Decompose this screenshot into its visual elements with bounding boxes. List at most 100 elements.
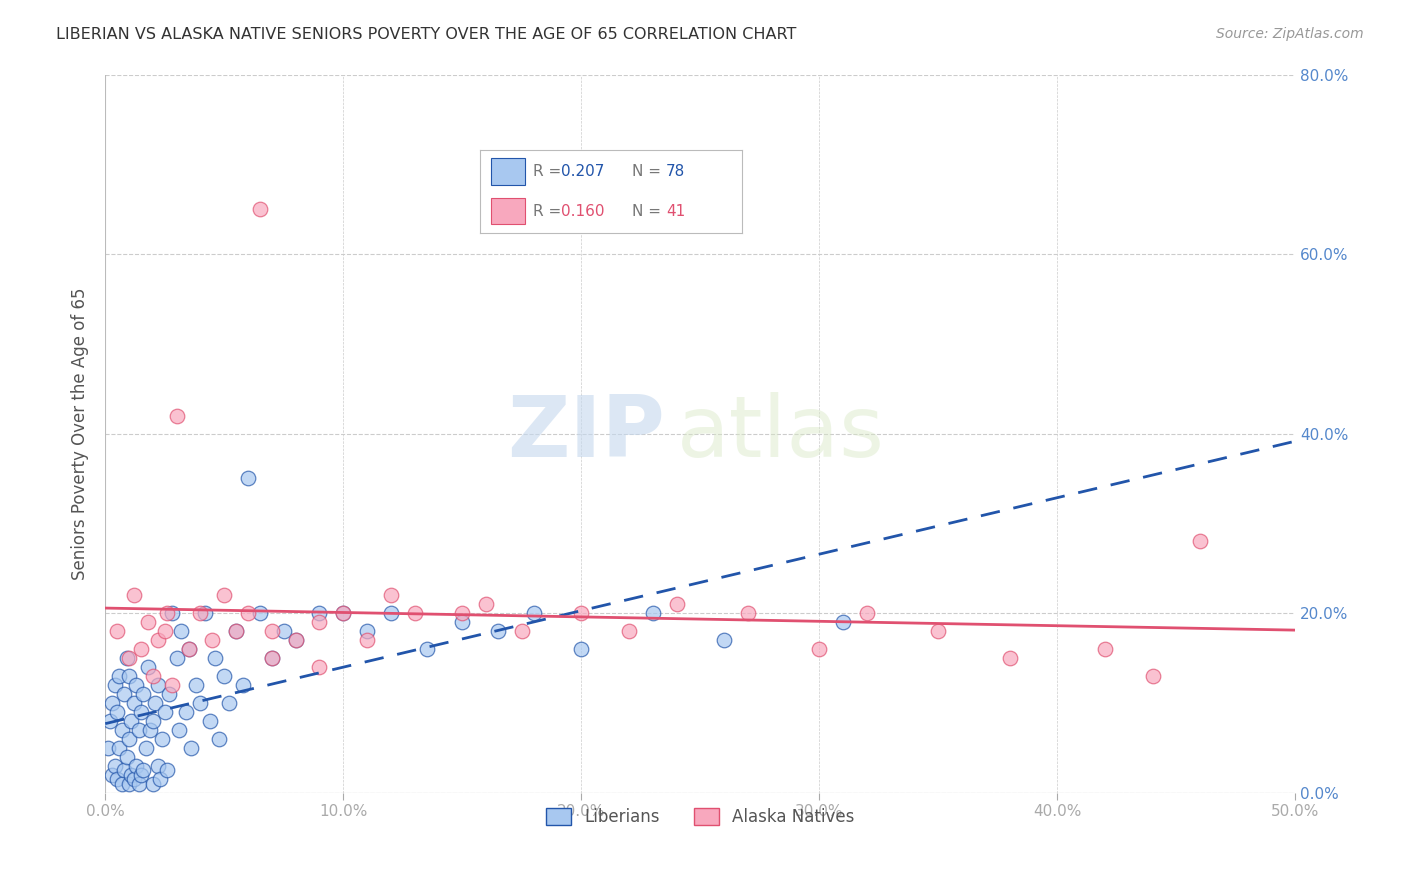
Point xyxy=(204,651,226,665)
Point xyxy=(832,615,855,629)
Point xyxy=(108,669,131,683)
Point xyxy=(475,597,498,611)
Point xyxy=(665,597,688,611)
Point xyxy=(98,714,121,728)
Point xyxy=(177,642,200,657)
Point xyxy=(153,624,176,638)
Point xyxy=(308,660,330,674)
Point xyxy=(451,606,474,620)
Point xyxy=(139,723,162,737)
Point xyxy=(232,678,254,692)
Point xyxy=(927,624,949,638)
Point xyxy=(523,606,546,620)
Point xyxy=(115,651,138,665)
Point xyxy=(108,740,131,755)
Point xyxy=(146,678,169,692)
Point xyxy=(142,777,165,791)
Point xyxy=(101,767,124,781)
Point xyxy=(122,696,145,710)
Point xyxy=(101,696,124,710)
Point xyxy=(308,615,330,629)
Point xyxy=(129,642,152,657)
Point xyxy=(166,651,188,665)
Point xyxy=(212,588,235,602)
Point xyxy=(118,669,141,683)
Point xyxy=(236,471,259,485)
Point xyxy=(111,777,134,791)
Point xyxy=(104,758,127,772)
Point xyxy=(160,606,183,620)
Point xyxy=(125,758,148,772)
Point xyxy=(486,624,509,638)
Point xyxy=(132,687,155,701)
Point xyxy=(225,624,247,638)
Point xyxy=(190,696,212,710)
Point xyxy=(184,678,207,692)
Point xyxy=(260,651,283,665)
Point xyxy=(156,606,179,620)
Point xyxy=(1142,669,1164,683)
Point xyxy=(135,740,157,755)
Point xyxy=(208,731,231,746)
Point xyxy=(118,651,141,665)
Point xyxy=(143,696,166,710)
Point xyxy=(97,740,120,755)
Text: Source: ZipAtlas.com: Source: ZipAtlas.com xyxy=(1216,27,1364,41)
Point xyxy=(122,588,145,602)
Point xyxy=(146,633,169,648)
Point xyxy=(112,687,135,701)
Point xyxy=(1189,534,1212,549)
Point xyxy=(510,624,533,638)
Point xyxy=(737,606,759,620)
Point xyxy=(236,606,259,620)
Point xyxy=(111,723,134,737)
Point xyxy=(273,624,295,638)
Point xyxy=(153,705,176,719)
Legend: Liberians, Alaska Natives: Liberians, Alaska Natives xyxy=(538,800,863,835)
Point xyxy=(284,633,307,648)
Point xyxy=(641,606,664,620)
Point xyxy=(284,633,307,648)
Point xyxy=(198,714,221,728)
Point xyxy=(356,633,378,648)
Point xyxy=(120,714,142,728)
Point xyxy=(569,606,592,620)
Point xyxy=(201,633,224,648)
Point xyxy=(146,758,169,772)
Text: atlas: atlas xyxy=(676,392,884,475)
Point xyxy=(569,642,592,657)
Point xyxy=(104,678,127,692)
Point xyxy=(218,696,240,710)
Point xyxy=(249,202,271,216)
Point xyxy=(404,606,426,620)
Point xyxy=(260,624,283,638)
Point xyxy=(190,606,212,620)
Point xyxy=(129,767,152,781)
Point xyxy=(105,705,128,719)
Point xyxy=(308,606,330,620)
Point xyxy=(1094,642,1116,657)
Point xyxy=(120,767,142,781)
Point xyxy=(159,687,181,701)
Point xyxy=(156,763,179,777)
Point xyxy=(856,606,879,620)
Point xyxy=(415,642,437,657)
Point xyxy=(128,723,150,737)
Point xyxy=(617,624,640,638)
Point xyxy=(170,624,193,638)
Point xyxy=(132,763,155,777)
Point xyxy=(177,642,200,657)
Point xyxy=(194,606,217,620)
Point xyxy=(149,772,172,787)
Point xyxy=(380,606,402,620)
Point xyxy=(166,409,188,423)
Point xyxy=(174,705,197,719)
Point xyxy=(142,669,165,683)
Point xyxy=(451,615,474,629)
Point xyxy=(332,606,354,620)
Point xyxy=(180,740,202,755)
Point xyxy=(713,633,735,648)
Y-axis label: Seniors Poverty Over the Age of 65: Seniors Poverty Over the Age of 65 xyxy=(72,287,89,580)
Point xyxy=(136,660,159,674)
Point xyxy=(105,772,128,787)
